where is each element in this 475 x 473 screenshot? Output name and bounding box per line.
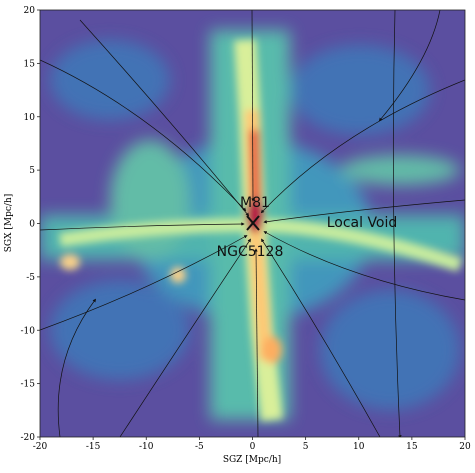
streamlines [40,10,465,437]
x-tick-label: -10 [139,442,154,452]
y-tick-label: 0 [29,220,35,230]
y-tick-label: 15 [24,59,36,69]
x-tick-label: 5 [303,442,309,452]
x-tick-label: -5 [195,442,204,452]
x-tick-label: 0 [250,442,256,452]
x-tick-label: 20 [459,442,471,452]
y-tick-label: -15 [21,380,36,390]
density-field [40,10,465,437]
y-axis-label: SGX [Mpc/h] [4,194,14,253]
annotation: M81 [240,195,270,211]
x-tick-label: -20 [33,442,48,452]
y-tick-label: 5 [29,166,35,176]
y-tick-label: 20 [24,6,36,16]
marker [246,215,260,231]
x-tick-label: 15 [406,442,418,452]
annotation: NGC5128 [217,244,284,260]
y-tick-label: 10 [24,113,36,123]
y-tick-label: -10 [21,326,36,336]
x-axis-label: SGZ [Mpc/h] [223,455,281,465]
annotation: Local Void [327,215,398,231]
x-tick-label: 10 [353,442,365,452]
y-tick-label: -5 [26,273,35,283]
x-tick-label: -15 [86,442,101,452]
y-tick-label: -20 [21,433,36,443]
